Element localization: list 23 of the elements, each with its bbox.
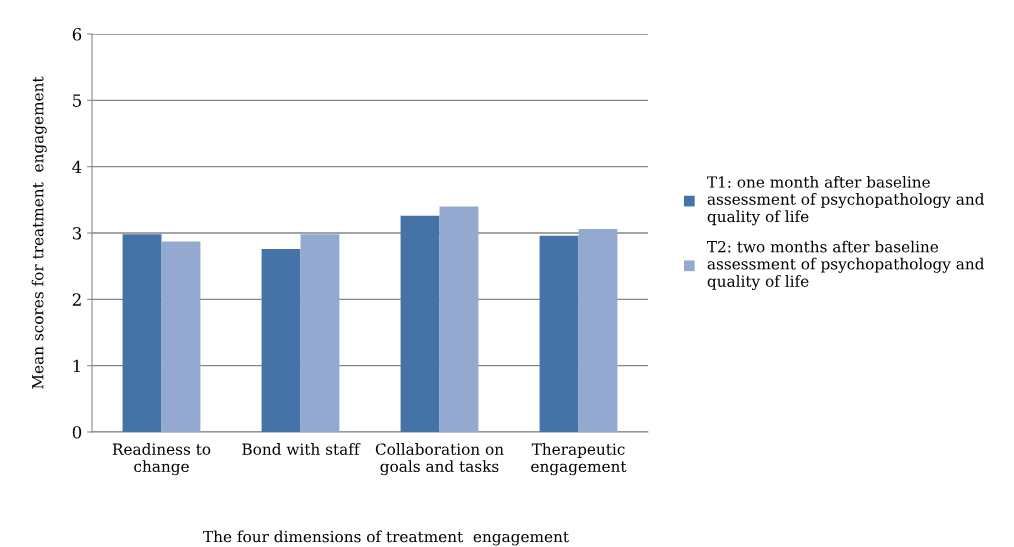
y-tick-label: 1	[73, 359, 80, 372]
y-tick-label: 5	[73, 94, 81, 107]
x-tick-label: Collaboration on goals and tasks	[375, 443, 504, 476]
bar	[439, 206, 479, 432]
y-tick-label: 4	[72, 160, 82, 173]
bar	[400, 215, 440, 432]
x-tick-label: Bond with staff	[242, 443, 361, 455]
legend-label: T2: two months after baseline assessment of psychopathology and quality of life	[707, 240, 985, 291]
bar	[300, 234, 340, 432]
bar	[161, 241, 201, 432]
y-tick-label: 0	[72, 425, 82, 439]
x-tick-label: Readiness to change	[112, 443, 211, 476]
y-axis-title: Mean scores for treatment engagement	[31, 76, 47, 389]
y-tick-label: 3	[72, 226, 82, 240]
bar	[578, 229, 618, 432]
x-axis-title: The four dimensions of treatment engagement	[203, 530, 569, 546]
x-tick-label: Therapeutic engagement	[531, 443, 627, 476]
bar	[122, 234, 162, 432]
y-tick-label: 6	[72, 27, 82, 41]
bar	[261, 248, 301, 432]
bar	[539, 235, 579, 432]
y-tick-label: 2	[72, 293, 81, 306]
legend-label: T1: one month after baseline assessment of psychopathology and quality of life	[707, 175, 985, 226]
